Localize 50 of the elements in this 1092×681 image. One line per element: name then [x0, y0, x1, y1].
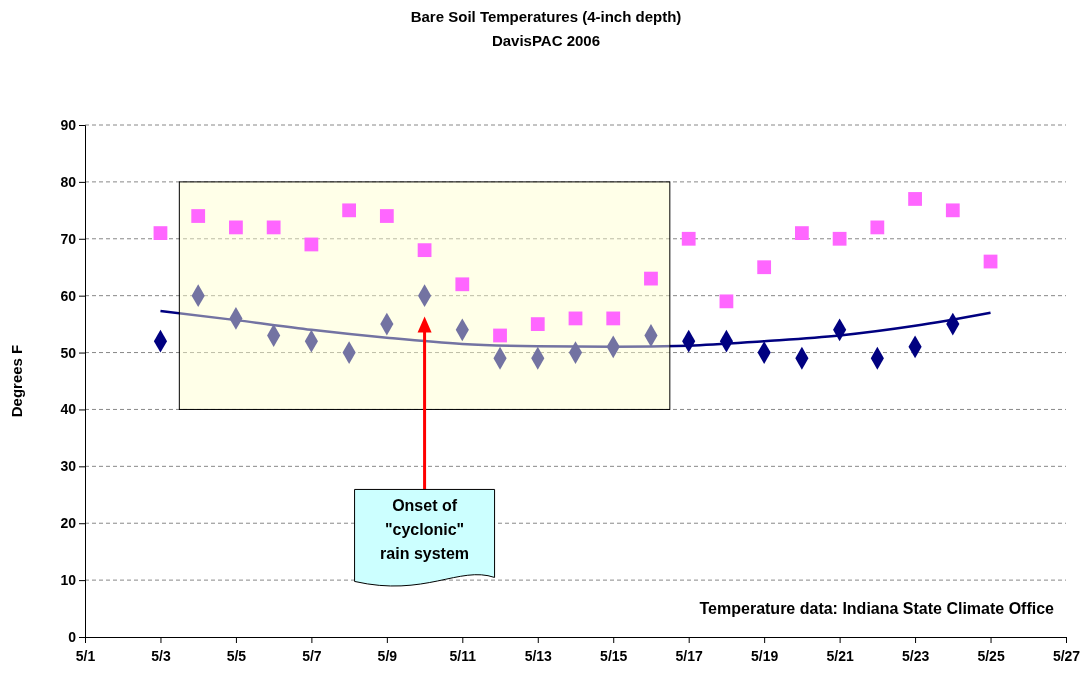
- y-tick-label: 80: [60, 173, 77, 190]
- x-tick-label: 5/1: [75, 648, 96, 665]
- y-tick-label: 0: [68, 628, 77, 645]
- point: [304, 237, 319, 252]
- x-tick-label: 5/19: [751, 648, 779, 665]
- chart-subtitle: DavisPAC 2006: [491, 32, 601, 49]
- x-tick-label: 5/3: [151, 648, 171, 665]
- x-tick-label: 5/21: [826, 648, 854, 665]
- x-tick-label: 5/17: [675, 648, 704, 665]
- x-tick-label: 5/13: [524, 648, 553, 665]
- x-tick-label: 5/23: [901, 648, 930, 665]
- point: [455, 277, 470, 292]
- point: [606, 311, 621, 326]
- y-tick-label: 50: [60, 344, 77, 361]
- x-tick-label: 5/25: [977, 648, 1005, 665]
- point: [832, 231, 847, 246]
- x-tick-label: 5/7: [302, 648, 322, 665]
- point: [493, 328, 507, 343]
- x-tick-label: 5/15: [600, 648, 628, 665]
- annotation: Onset of "cyclonic" rain system: [380, 497, 470, 563]
- y-tick-label: 60: [60, 287, 77, 304]
- y-tick-label: 30: [60, 458, 77, 475]
- point: [794, 226, 809, 240]
- point: [945, 203, 960, 218]
- y-tick-label: 40: [60, 401, 77, 418]
- y-tick-label: 20: [60, 515, 77, 532]
- point: [870, 220, 885, 235]
- x-tick-label: 5/5: [226, 648, 247, 665]
- y-axis-title: Degrees F: [8, 344, 25, 418]
- y-tick-label: 90: [60, 116, 77, 133]
- point: [757, 260, 772, 275]
- x-tick-label: 5/27: [1052, 648, 1081, 665]
- annotation: Temperature data: Indiana State Climate Office: [699, 600, 1055, 618]
- chart-title: Bare Soil Temperatures (4-inch depth): [410, 8, 682, 25]
- point: [229, 220, 243, 235]
- point: [908, 192, 922, 206]
- point: [644, 271, 658, 286]
- y-tick-label: 10: [60, 572, 77, 589]
- point: [530, 317, 545, 331]
- point: [266, 220, 281, 235]
- point: [681, 231, 696, 246]
- point: [719, 294, 734, 309]
- point: [153, 226, 168, 240]
- x-tick-label: 5/9: [377, 648, 398, 665]
- point: [379, 209, 394, 223]
- point: [417, 243, 432, 258]
- y-tick-label: 70: [60, 230, 77, 247]
- point: [191, 209, 206, 223]
- point: [342, 203, 357, 218]
- x-tick-label: 5/11: [449, 648, 477, 665]
